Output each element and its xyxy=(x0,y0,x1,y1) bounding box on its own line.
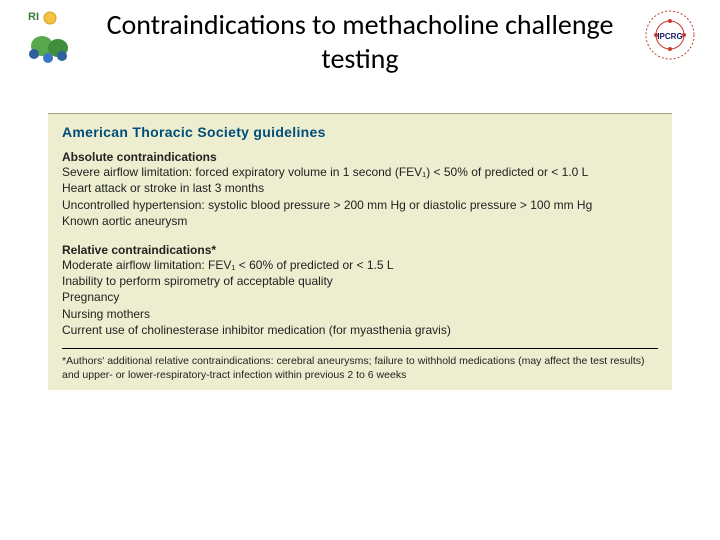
relative-item: Nursing mothers xyxy=(62,306,658,322)
slide-header: RI Contraindications to methacholine cha… xyxy=(0,0,720,83)
absolute-item: Known aortic aneurysm xyxy=(62,213,658,229)
relative-item: Moderate airflow limitation: FEV₁ < 60% … xyxy=(62,257,658,273)
footnote: *Authors' additional relative contraindi… xyxy=(62,355,658,382)
absolute-item: Uncontrolled hypertension: systolic bloo… xyxy=(62,197,658,213)
ipcrg-logo: IPCRG xyxy=(640,8,700,63)
absolute-item: Heart attack or stroke in last 3 months xyxy=(62,180,658,196)
divider-line xyxy=(62,348,658,349)
svg-text:IPCRG: IPCRG xyxy=(657,32,682,41)
rio-logo: RI xyxy=(20,8,80,63)
absolute-title: Absolute contraindications xyxy=(62,150,658,164)
slide-title: Contraindications to methacholine challe… xyxy=(80,8,640,75)
absolute-item: Severe airflow limitation: forced expira… xyxy=(62,164,658,180)
box-header: American Thoracic Society guidelines xyxy=(62,124,658,140)
svg-text:RI: RI xyxy=(28,11,39,23)
relative-title: Relative contraindications* xyxy=(62,243,658,257)
guidelines-box: American Thoracic Society guidelines Abs… xyxy=(48,113,672,390)
relative-item: Pregnancy xyxy=(62,289,658,305)
relative-item: Inability to perform spirometry of accep… xyxy=(62,273,658,289)
relative-item: Current use of cholinesterase inhibitor … xyxy=(62,322,658,338)
